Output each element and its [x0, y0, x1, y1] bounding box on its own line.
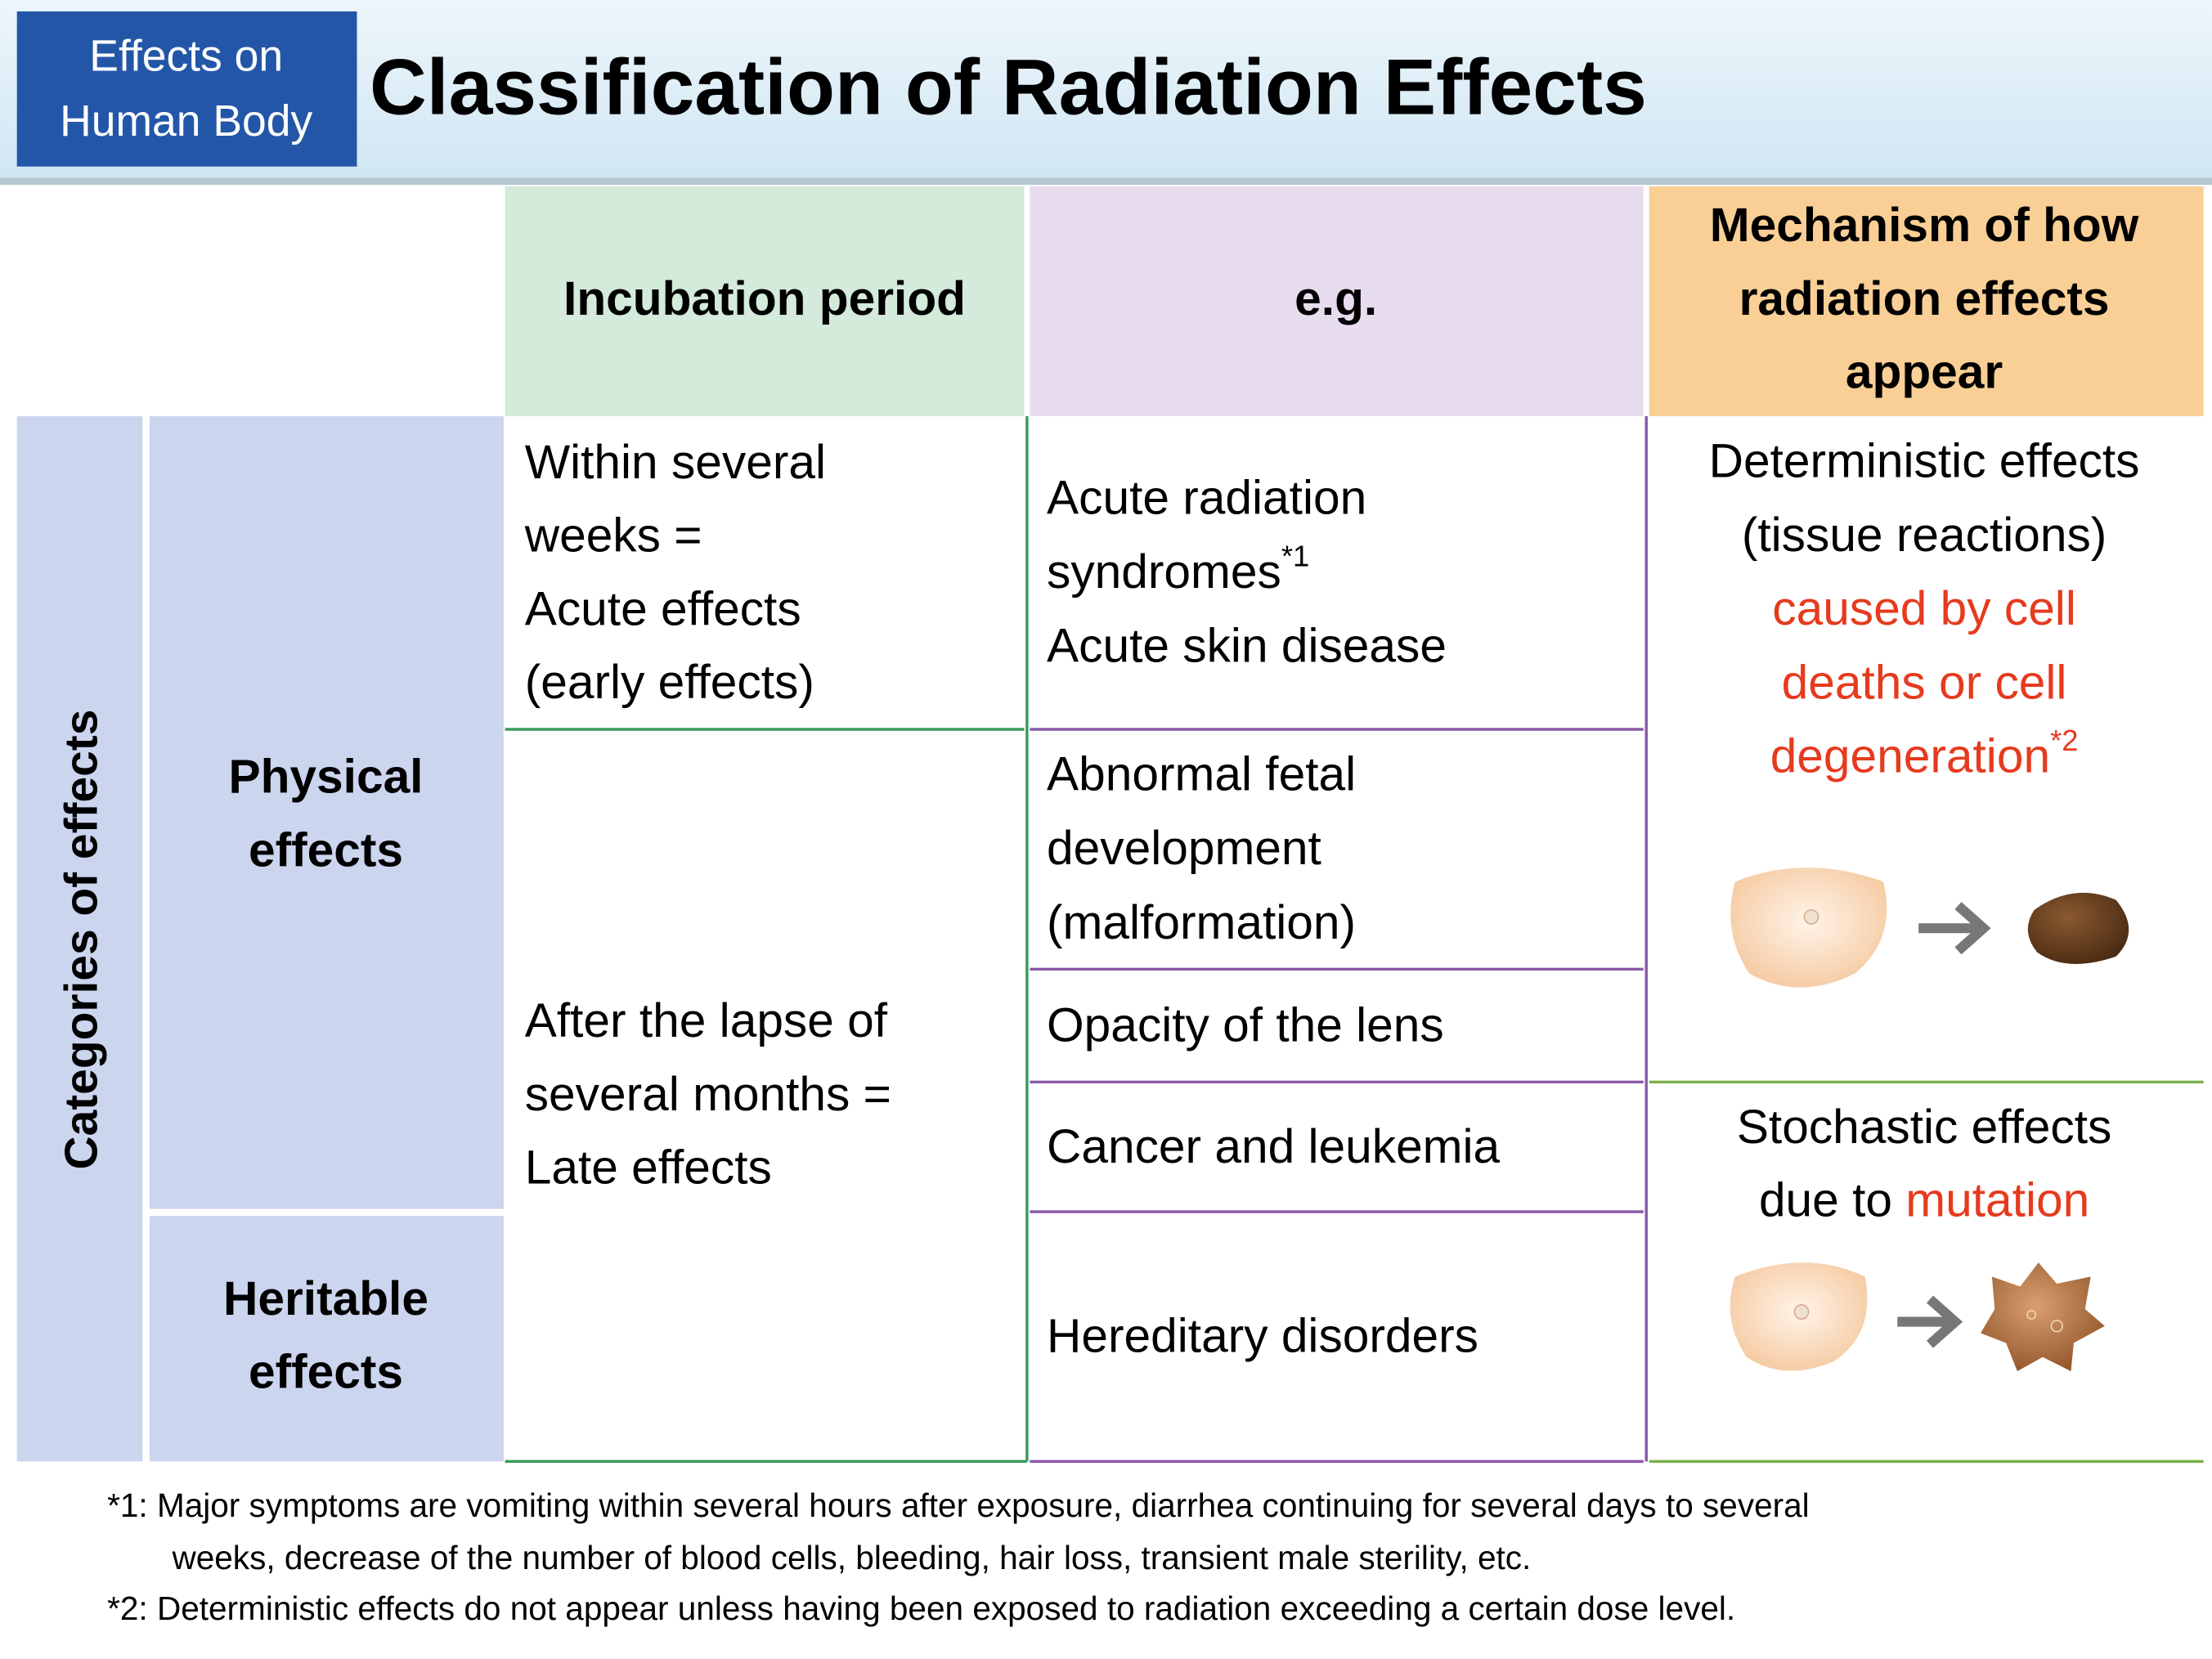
mechanism-text: deaths or cell — [1782, 656, 2067, 709]
row-header: Categories of effects — [56, 710, 108, 1170]
incubation-text: weeks = — [524, 509, 702, 563]
category-label: Physical — [229, 751, 424, 804]
example-text: Opacity of the lens — [1047, 998, 1444, 1051]
header-cell — [1649, 186, 2204, 417]
row-header-cell — [16, 416, 143, 1462]
text-segment: due to — [1759, 1173, 1905, 1226]
category-label: Heritable — [223, 1272, 428, 1325]
text-segment: *1 — [1281, 539, 1309, 572]
arrow — [1918, 902, 1991, 955]
incubation-text: (early effects) — [525, 656, 814, 709]
text-segment: syndromes — [1047, 545, 1281, 599]
dead-cell — [2027, 892, 2129, 964]
column-header: appear — [1846, 346, 2003, 399]
example-text: Acute radiation — [1047, 471, 1366, 524]
nucleus — [1803, 908, 1819, 925]
category-cell — [149, 416, 504, 1209]
incubation-text: Late effects — [525, 1141, 772, 1194]
category-cell — [149, 1216, 504, 1462]
example-text: development — [1047, 822, 1321, 875]
incubation-text: several months = — [525, 1068, 891, 1121]
mechanism-text: Deterministic effects — [1709, 434, 2140, 487]
text-segment: degeneration — [1770, 729, 2050, 782]
badge-text: Effects on — [89, 33, 283, 81]
text-segment: development — [1047, 822, 1321, 875]
grid — [505, 416, 2204, 1464]
example-text: Cancer and leukemia — [1047, 1120, 1501, 1173]
column-header: Incubation period — [563, 272, 966, 325]
text-segment: (tissue reactions) — [1742, 508, 2107, 561]
text-segment: Acute skin disease — [1047, 619, 1447, 672]
column-header: radiation effects — [1739, 272, 2110, 325]
title: Classification of Radiation Effects — [370, 43, 1647, 131]
header-cell — [1030, 186, 1644, 417]
example-text: (malformation) — [1047, 895, 1356, 948]
example-text: Acute skin disease — [1047, 619, 1447, 672]
text-segment: Abnormal fetal — [1047, 747, 1356, 800]
text-segment: Hereditary disorders — [1047, 1309, 1478, 1362]
incubation-text: Within several — [525, 436, 826, 489]
example-text: Abnormal fetal — [1047, 747, 1356, 800]
example-text: syndromes*1 — [1047, 539, 1309, 598]
nucleus — [2026, 1309, 2037, 1320]
mechanism-text: caused by cell — [1772, 582, 2076, 635]
text-segment: Cancer and leukemia — [1047, 1120, 1501, 1173]
cell-death-illustration — [1730, 868, 2129, 988]
category-label: effects — [249, 1346, 403, 1399]
category-label: effects — [249, 823, 403, 877]
example-text: Hereditary disorders — [1047, 1309, 1478, 1362]
footnote: *2: Deterministic effects do not appear … — [107, 1590, 1735, 1627]
text-segment: mutation — [1905, 1173, 2089, 1226]
mutation-illustration — [1730, 1262, 2105, 1371]
mechanism-text: degeneration*2 — [1770, 724, 2079, 782]
column-header: Mechanism of how — [1710, 199, 2139, 252]
nucleus — [1793, 1304, 1810, 1320]
footnote: *1: Major symptoms are vomiting within s… — [107, 1486, 1810, 1524]
nucleus — [2050, 1319, 2063, 1333]
footnote: weeks, decrease of the number of blood c… — [171, 1539, 1531, 1576]
text-segment: *2 — [2050, 724, 2078, 757]
mechanism-text: (tissue reactions) — [1742, 508, 2107, 561]
text-segment: Acute radiation — [1047, 471, 1366, 524]
arrow — [1897, 1295, 1963, 1348]
text-segment: Stochastic effects — [1737, 1100, 2112, 1153]
cell — [1730, 868, 1887, 988]
text-segment: (malformation) — [1047, 895, 1356, 948]
mechanism-text: Stochastic effects — [1737, 1100, 2112, 1153]
mechanism-text: due to mutation — [1759, 1173, 2089, 1226]
badge-text: Human Body — [60, 97, 312, 146]
text-segment: deaths or cell — [1782, 656, 2067, 709]
text-segment: Opacity of the lens — [1047, 998, 1444, 1051]
mutated-cell — [1981, 1262, 2105, 1371]
header-rule — [0, 177, 2212, 186]
incubation-text: After the lapse of — [525, 994, 888, 1047]
badge — [16, 11, 357, 167]
header-cell — [505, 186, 1025, 417]
column-header: e.g. — [1294, 272, 1377, 325]
text-segment: Deterministic effects — [1709, 434, 2140, 487]
text-segment: caused by cell — [1772, 582, 2076, 635]
incubation-text: Acute effects — [525, 582, 801, 635]
header-band — [0, 0, 2212, 181]
